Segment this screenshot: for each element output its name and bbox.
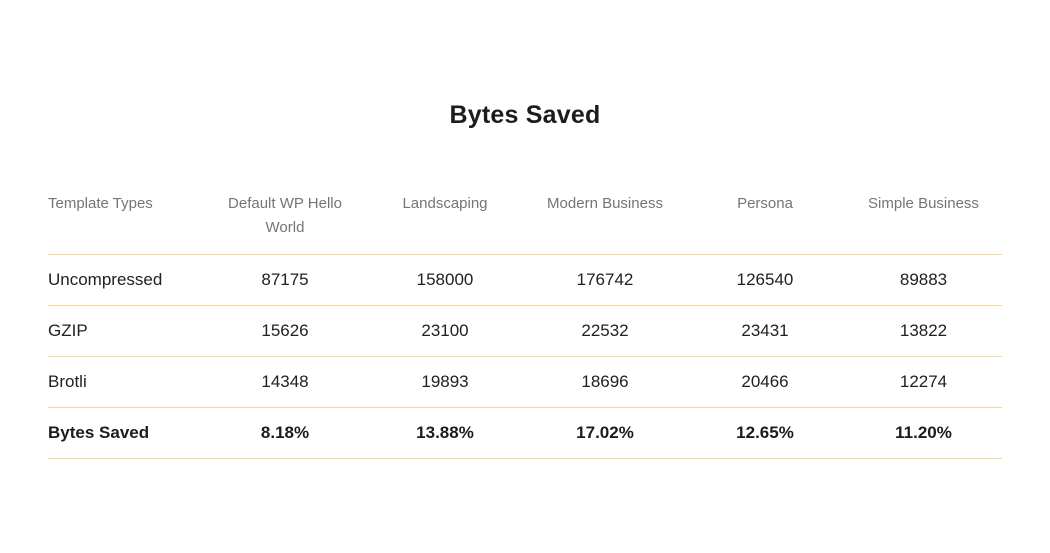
cell: 23431 [685, 305, 845, 357]
cell: 11.20% [845, 407, 1002, 459]
cell: 176742 [525, 254, 685, 306]
cell: 8.18% [205, 407, 365, 459]
cell: 87175 [205, 254, 365, 306]
column-header-default-wp-hello-world: Default WP Hello World [205, 185, 365, 255]
table-row-gzip: GZIP 15626 23100 22532 23431 13822 [48, 305, 1002, 357]
row-label: GZIP [48, 305, 205, 357]
cell: 12274 [845, 356, 1002, 408]
cell: 22532 [525, 305, 685, 357]
cell: 14348 [205, 356, 365, 408]
cell: 15626 [205, 305, 365, 357]
column-header-persona: Persona [685, 185, 845, 255]
cell: 20466 [685, 356, 845, 408]
table-row-brotli: Brotli 14348 19893 18696 20466 12274 [48, 356, 1002, 408]
cell: 158000 [365, 254, 525, 306]
column-header-template-types: Template Types [48, 185, 205, 255]
cell: 13822 [845, 305, 1002, 357]
cell: 17.02% [525, 407, 685, 459]
table-row-bytes-saved: Bytes Saved 8.18% 13.88% 17.02% 12.65% 1… [48, 407, 1002, 459]
cell: 19893 [365, 356, 525, 408]
cell: 126540 [685, 254, 845, 306]
header-row: Template Types Default WP Hello World La… [48, 185, 1002, 255]
cell: 13.88% [365, 407, 525, 459]
cell: 18696 [525, 356, 685, 408]
cell: 12.65% [685, 407, 845, 459]
row-label: Brotli [48, 356, 205, 408]
cell: 89883 [845, 254, 1002, 306]
cell: 23100 [365, 305, 525, 357]
column-header-simple-business: Simple Business [845, 185, 1002, 255]
chart-title: Bytes Saved [449, 101, 601, 129]
column-header-landscaping: Landscaping [365, 185, 525, 255]
table-row-uncompressed: Uncompressed 87175 158000 176742 126540 … [48, 254, 1002, 306]
row-label: Bytes Saved [48, 407, 205, 459]
row-label: Uncompressed [48, 254, 205, 306]
column-header-modern-business: Modern Business [525, 185, 685, 255]
bytes-saved-table: Template Types Default WP Hello World La… [48, 185, 1002, 459]
